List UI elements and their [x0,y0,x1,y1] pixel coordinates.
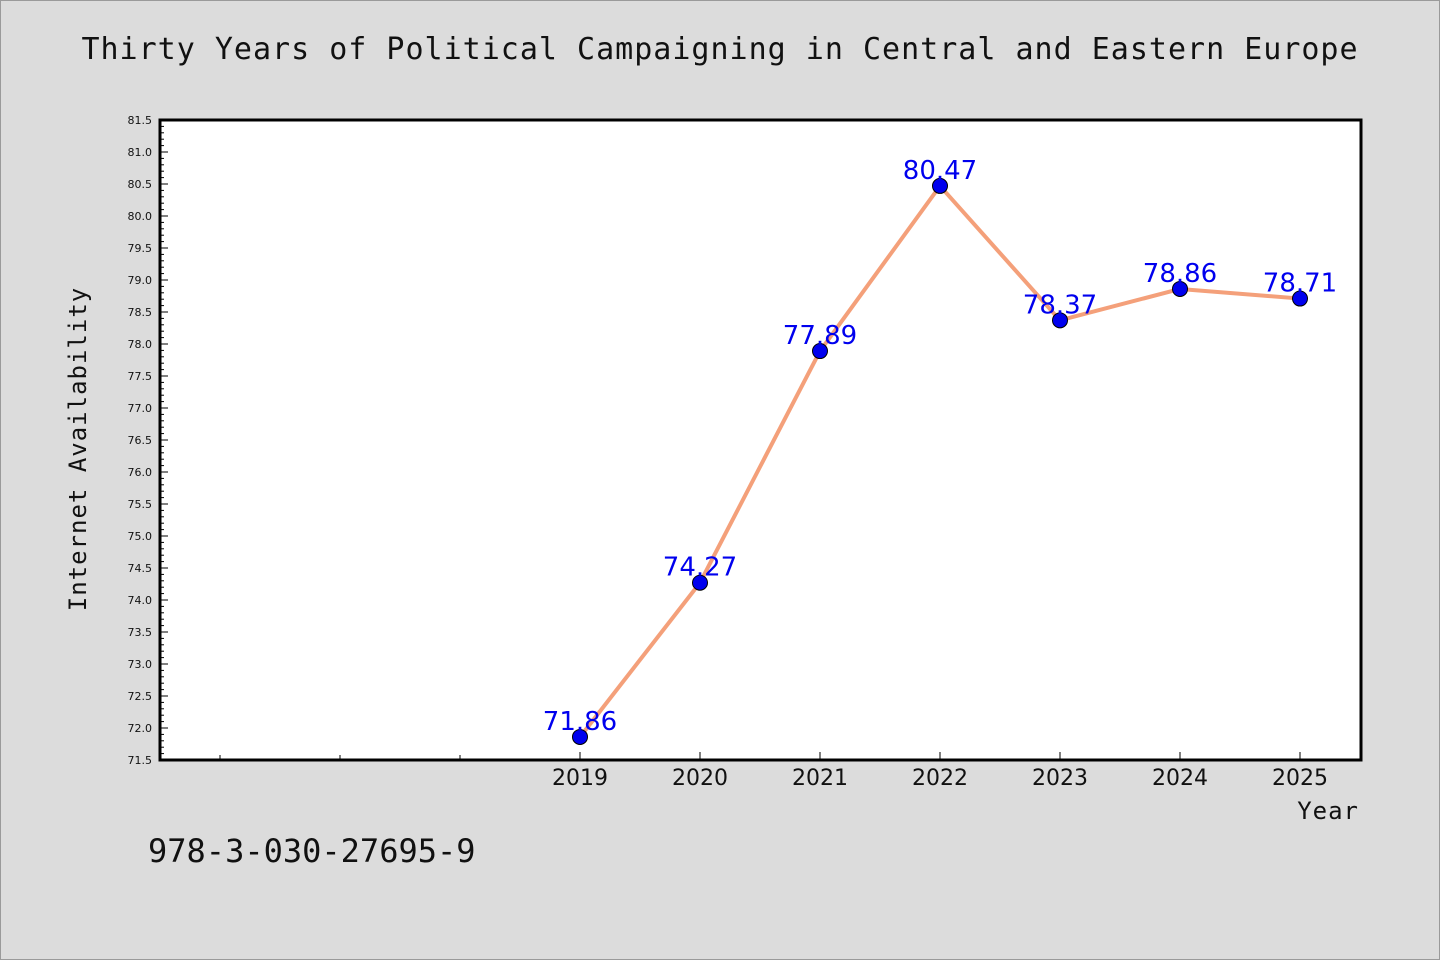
x-tick-label: 2020 [672,766,728,791]
x-axis-title: Year [1297,797,1359,825]
y-tick-label: 76.0 [128,466,153,479]
y-tick-label: 72.5 [128,690,153,703]
x-tick-label: 2023 [1032,766,1088,791]
y-tick-label: 78.5 [128,306,153,319]
data-label: 77.89 [783,321,857,351]
data-label: 74.27 [663,553,737,583]
data-label: 78.71 [1263,269,1337,299]
y-tick-label: 79.5 [128,242,153,255]
y-tick-label: 81.0 [128,146,153,159]
data-point [692,574,708,591]
series-internet-availability: 71.86 74.27 77.89 80.47 78.37 78.86 78.71 [543,156,1337,745]
y-tick-label: 75.5 [128,498,153,511]
data-point [1052,312,1068,329]
data-point [932,177,948,194]
data-point [812,343,828,360]
y-axis: 71.5 72.0 72.5 73.0 73.5 74.0 74.5 75.0 75.5 76.0… [128,114,168,767]
x-tick-label: 2025 [1272,766,1328,791]
data-point [572,728,588,745]
y-tick-label: 74.0 [128,594,153,607]
data-point [1172,280,1188,297]
y-tick-label: 71.5 [128,754,153,767]
x-tick-label: 2024 [1152,766,1208,791]
data-label: 78.37 [1023,290,1097,320]
y-tick-label: 73.0 [128,658,153,671]
data-label: 71.86 [543,707,617,737]
y-tick-label: 76.5 [128,434,153,447]
chart-title: Thirty Years of Political Campaigning in… [81,32,1359,67]
x-axis: 2019 2020 2021 2022 2023 2024 2025 [219,752,1328,791]
x-tick-label: 2021 [792,766,848,791]
y-tick-label: 74.5 [128,562,153,575]
y-tick-label: 73.5 [128,626,153,639]
y-tick-label: 81.5 [128,114,153,127]
y-tick-label: 72.0 [128,722,153,735]
data-point [1292,290,1308,307]
y-tick-label: 77.5 [128,370,153,383]
x-tick-label: 2022 [912,766,968,791]
isbn-text: 978-3-030-27695-9 [148,832,476,870]
y-tick-label: 75.0 [128,530,153,543]
y-tick-label: 77.0 [128,402,153,415]
y-axis-title: Internet Availability [64,287,92,611]
y-tick-label: 79.0 [128,274,153,287]
y-tick-label: 80.0 [128,210,153,223]
data-label: 80.47 [903,156,977,186]
plot-area [158,118,1363,762]
y-tick-label: 80.5 [128,178,153,191]
y-tick-label: 78.0 [128,338,153,351]
data-label: 78.86 [1143,259,1217,289]
x-tick-label: 2019 [552,766,608,791]
